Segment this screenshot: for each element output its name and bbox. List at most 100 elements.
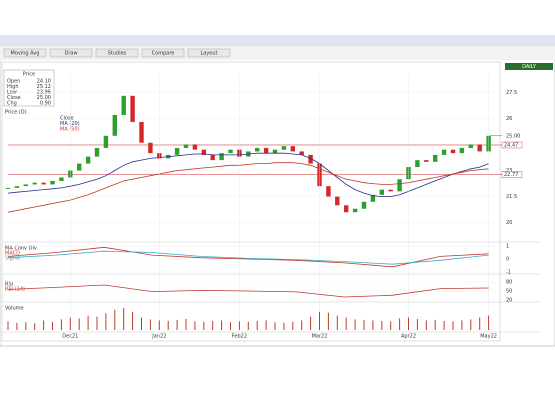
volume-bar xyxy=(123,307,125,330)
candle xyxy=(130,95,135,122)
volume-bar xyxy=(149,319,151,330)
volume-bar xyxy=(176,319,178,330)
tab-label[interactable]: Layout xyxy=(201,51,218,57)
x-tick-label: May22 xyxy=(480,334,497,340)
volume-bar xyxy=(327,312,329,330)
indicator-line xyxy=(7,284,489,298)
volume-bar xyxy=(105,313,107,330)
x-tick-label: Feb22 xyxy=(232,334,247,340)
tab-label[interactable]: Compare xyxy=(152,51,175,57)
candle xyxy=(415,160,420,168)
candle xyxy=(41,182,46,185)
panel-title: RSI xyxy=(5,282,13,288)
volume-bar xyxy=(185,318,187,330)
tab-label[interactable]: Studies xyxy=(108,51,127,57)
volume-bar xyxy=(345,317,347,330)
info-label: Chg xyxy=(7,101,17,107)
panel-title: MA Conv Div xyxy=(5,246,37,252)
volume-bar xyxy=(381,320,383,330)
volume-bar xyxy=(336,315,338,330)
volume-bar xyxy=(238,321,240,330)
volume-bar xyxy=(452,321,454,330)
volume-bar xyxy=(443,320,445,330)
level-tag xyxy=(501,171,523,178)
candle xyxy=(379,189,384,195)
volume-bar xyxy=(230,322,231,330)
plot-frame xyxy=(1,61,501,342)
candle xyxy=(388,189,393,192)
candle xyxy=(397,179,402,192)
candle xyxy=(77,163,82,171)
candle xyxy=(450,149,456,154)
tab[interactable] xyxy=(95,48,139,58)
candle xyxy=(468,144,473,148)
volume-bar xyxy=(408,317,409,330)
candle xyxy=(5,187,11,189)
info-box xyxy=(3,69,55,107)
toolbar xyxy=(0,46,555,60)
level-label: 22.77 xyxy=(504,172,518,178)
tab[interactable] xyxy=(49,48,93,58)
candle xyxy=(281,146,287,150)
y-tick-label: -1 xyxy=(506,270,511,276)
info-value: 0.90 xyxy=(40,101,51,107)
volume-bar xyxy=(283,322,285,330)
x-tick-label: Jan22 xyxy=(151,334,166,340)
volume-bar xyxy=(319,311,320,330)
panel-title: Price (D) xyxy=(5,110,27,116)
legend-entry: Signal xyxy=(5,256,20,262)
volume-bar xyxy=(96,316,98,330)
volume-bar xyxy=(461,320,463,330)
indicator-line xyxy=(7,250,489,265)
volume-bar xyxy=(52,321,53,330)
volume-bar xyxy=(292,321,294,330)
candle xyxy=(459,147,465,154)
volume-bar xyxy=(194,321,196,330)
legend-entry: Close xyxy=(60,116,74,122)
candle xyxy=(433,154,438,162)
info-label: Close xyxy=(7,95,21,101)
volume-bar xyxy=(43,320,45,330)
info-value: 24.10 xyxy=(37,79,51,85)
candle xyxy=(290,146,295,152)
y-tick-label: 21.5 xyxy=(506,194,517,200)
volume-bar xyxy=(372,320,374,330)
info-label: High xyxy=(7,84,19,90)
volume-bar xyxy=(479,317,481,330)
y-tick-label: 80 xyxy=(506,280,512,286)
candle xyxy=(201,149,206,155)
legend-entry: MA (50) xyxy=(60,127,80,133)
volume-bar xyxy=(212,320,214,330)
candle xyxy=(424,160,429,162)
candle xyxy=(308,154,313,164)
candle xyxy=(477,144,482,152)
x-tick-label: Dec21 xyxy=(62,334,78,340)
candle xyxy=(335,196,340,206)
volume-bar xyxy=(7,321,9,330)
candle xyxy=(370,194,376,202)
tab-label[interactable]: Moving Avg xyxy=(11,51,40,57)
tab-label[interactable]: Draw xyxy=(64,51,77,57)
volume-bar xyxy=(60,319,62,330)
y-tick-label: 20 xyxy=(506,298,512,304)
volume-bar xyxy=(390,321,392,330)
volume-bar xyxy=(221,320,223,330)
tab[interactable] xyxy=(141,48,185,58)
tab[interactable] xyxy=(187,48,231,58)
candle xyxy=(139,121,144,143)
volume-bar xyxy=(256,320,258,330)
x-tick-label: Mar22 xyxy=(312,334,328,340)
y-tick-label: 0 xyxy=(506,257,509,263)
volume-bar xyxy=(141,317,142,330)
volume-bar xyxy=(265,320,267,330)
level-tag xyxy=(501,141,523,149)
title-bar xyxy=(0,36,555,46)
candle xyxy=(228,149,233,154)
volume-bar xyxy=(399,318,401,330)
volume-bar xyxy=(16,322,18,330)
candle xyxy=(121,95,126,115)
legend-entry: MACD xyxy=(5,251,20,257)
tab[interactable] xyxy=(3,48,47,58)
last-price-label: 25.00 xyxy=(506,133,520,139)
